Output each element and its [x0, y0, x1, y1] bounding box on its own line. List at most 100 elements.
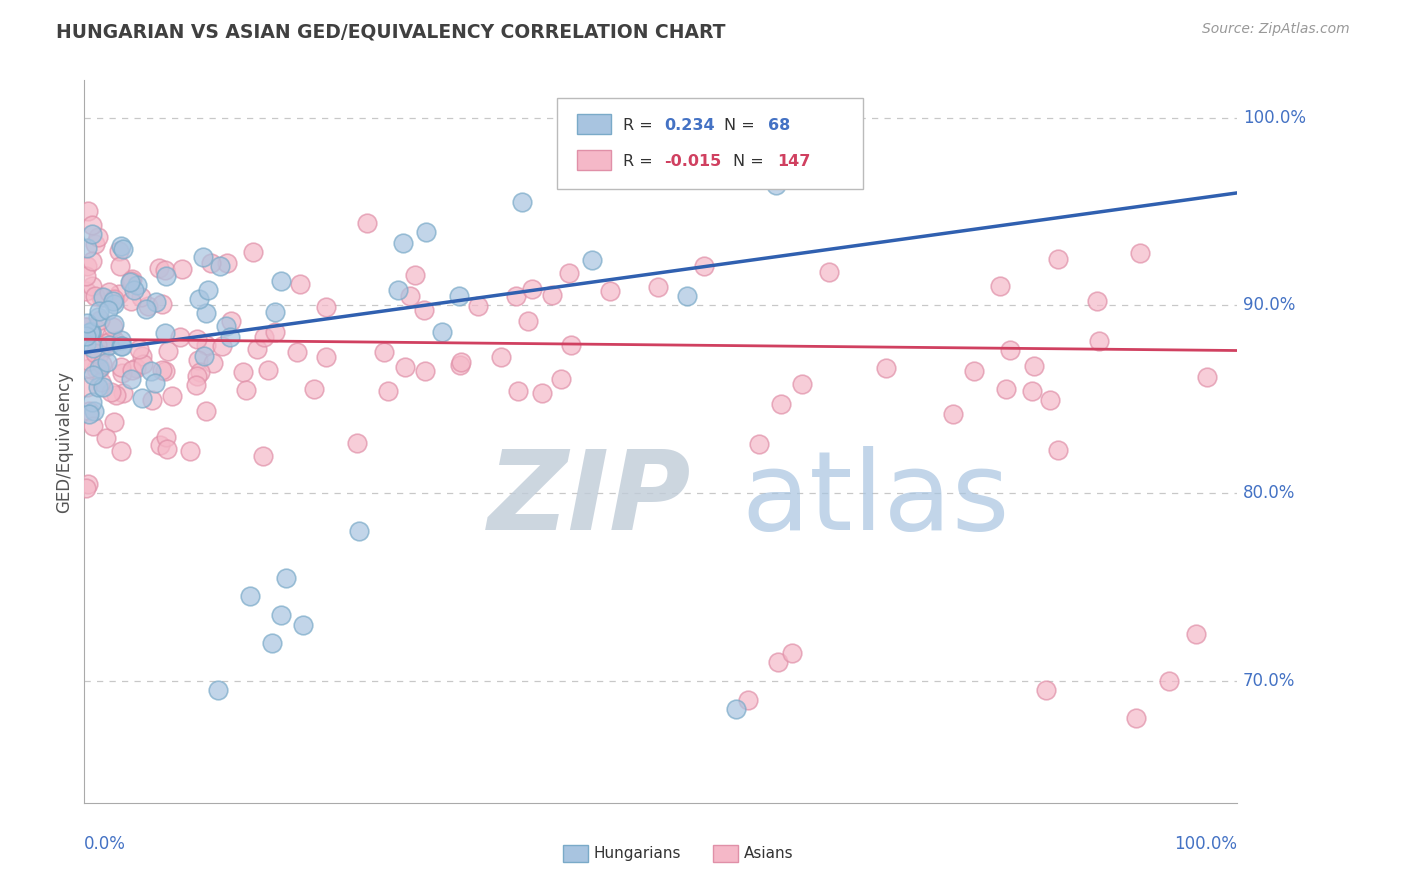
Point: [121, 363, 143, 377]
Point: [1129, 246, 1152, 260]
Point: [131, 349, 153, 363]
Point: [75, 284, 97, 298]
Point: [120, 371, 142, 385]
Text: R =: R =: [623, 154, 658, 169]
Point: [132, 357, 155, 371]
Point: [550, 372, 572, 386]
Point: [76, 316, 98, 330]
Point: [96, 432, 118, 446]
Text: N =: N =: [734, 154, 769, 169]
Point: [83, 289, 105, 303]
Point: [136, 299, 159, 313]
Point: [89, 361, 111, 376]
Point: [186, 369, 208, 384]
Point: [84, 321, 107, 335]
Point: [377, 384, 399, 399]
Point: [373, 344, 395, 359]
Point: [111, 386, 134, 401]
Point: [998, 343, 1021, 358]
Point: [96, 355, 118, 369]
Point: [560, 338, 582, 352]
Point: [82, 219, 104, 233]
Point: [82, 341, 104, 355]
Point: [77, 477, 100, 491]
Point: [1185, 627, 1208, 641]
Point: [450, 358, 472, 372]
Point: [506, 384, 529, 399]
Point: [153, 326, 176, 341]
Point: [111, 339, 134, 353]
Point: [118, 275, 141, 289]
FancyBboxPatch shape: [576, 150, 612, 170]
Point: [91, 290, 114, 304]
Point: [107, 287, 129, 301]
Point: [80, 326, 103, 340]
Point: [75, 337, 97, 351]
Point: [103, 293, 125, 308]
Point: [415, 364, 437, 378]
Point: [252, 449, 274, 463]
Point: [1021, 384, 1043, 398]
Text: 70.0%: 70.0%: [1243, 672, 1295, 690]
Point: [145, 294, 167, 309]
Point: [110, 239, 132, 253]
Point: [100, 384, 122, 399]
Point: [264, 325, 287, 339]
Point: [780, 646, 803, 660]
Point: [156, 442, 179, 456]
Point: [96, 340, 118, 354]
Point: [103, 320, 125, 334]
Point: [84, 361, 107, 376]
Point: [86, 338, 108, 352]
Point: [693, 260, 716, 274]
Text: Asians: Asians: [744, 846, 793, 861]
Text: 100.0%: 100.0%: [1174, 835, 1237, 854]
Point: [87, 303, 110, 318]
Point: [346, 436, 368, 450]
Point: [520, 282, 543, 296]
Point: [179, 443, 201, 458]
Point: [239, 590, 262, 604]
Point: [77, 404, 100, 418]
Point: [141, 393, 163, 408]
Point: [76, 241, 98, 255]
Point: [647, 280, 669, 294]
Point: [87, 310, 110, 325]
Point: [1088, 334, 1111, 348]
Point: [558, 266, 581, 280]
Point: [467, 299, 489, 313]
Point: [127, 278, 149, 293]
Point: [153, 364, 176, 378]
Point: [292, 617, 315, 632]
Point: [215, 256, 238, 270]
Point: [413, 302, 436, 317]
Point: [107, 244, 129, 259]
Point: [1159, 673, 1181, 688]
Point: [75, 481, 97, 495]
Point: [1035, 683, 1057, 698]
Point: [262, 636, 284, 650]
Point: [120, 293, 142, 308]
Point: [193, 250, 215, 264]
Point: [87, 347, 110, 361]
Text: atlas: atlas: [741, 446, 1010, 553]
Point: [79, 325, 101, 339]
Point: [110, 443, 132, 458]
Point: [150, 297, 173, 311]
Point: [211, 339, 233, 353]
Text: 68: 68: [768, 118, 790, 133]
Text: N =: N =: [724, 118, 761, 133]
Point: [394, 360, 416, 375]
Point: [104, 334, 127, 348]
Text: Hungarians: Hungarians: [593, 846, 682, 861]
Point: [450, 354, 472, 368]
Point: [103, 317, 125, 331]
Point: [155, 430, 177, 444]
Point: [517, 313, 540, 327]
Point: [302, 382, 325, 396]
Point: [387, 283, 409, 297]
Point: [207, 683, 229, 698]
Text: 147: 147: [778, 154, 811, 169]
Point: [218, 330, 240, 344]
Point: [149, 437, 172, 451]
